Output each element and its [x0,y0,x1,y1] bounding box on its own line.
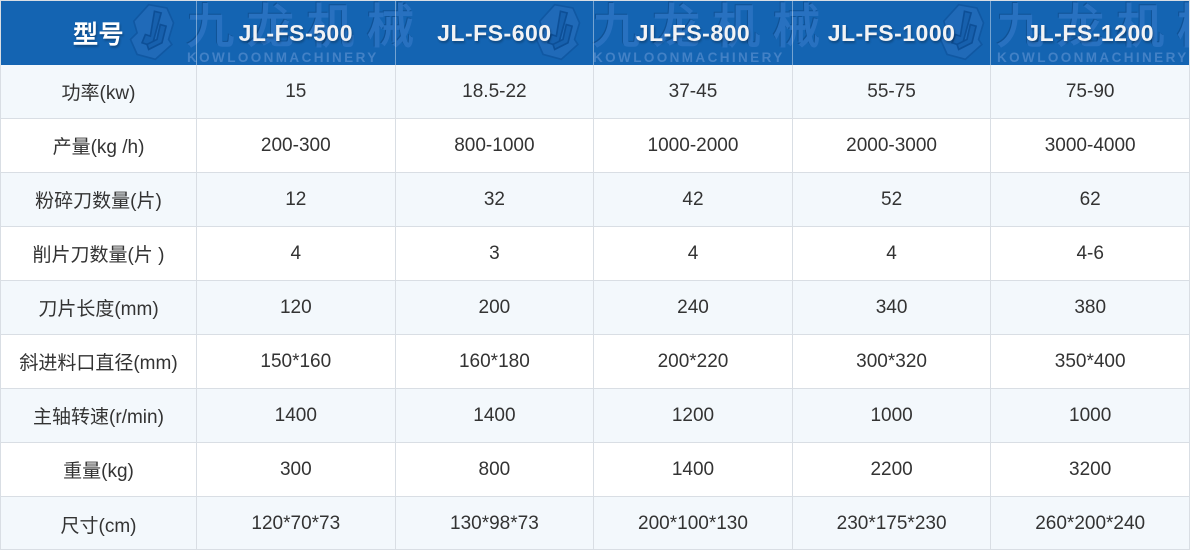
row-label-cell: 主轴转速(r/min) [1,389,197,442]
value-cell: 800 [396,443,595,496]
value-cell: 62 [1079,188,1101,210]
value-cell: 32 [396,173,595,226]
header-cell-model-label: 型号 [1,1,197,65]
header-cell-model-3: JL-FS-800 [594,1,793,65]
header-cell-text: JL-FS-1200 [1026,19,1155,46]
value-cell: 1400 [197,389,396,442]
value-cell: 160*180 [396,335,595,388]
value-cell: 52 [793,173,992,226]
value-cell: 1000-2000 [594,119,793,172]
table-row: 产量(kg /h) 200-300 800-1000 1000-2000 2000-30… [1,119,1189,173]
table-header-row: 九龙机械 KOWLOONMACHINERY 九龙机械 KOWLOONMACHINERY… [1,1,1189,65]
table-body: 功率(kw) 15 18.5-22 37-45 55-75 75-90 产量(kg /h) 2… [1,65,1189,549]
header-cell-text: JL-FS-500 [238,19,354,46]
table-row: 削片刀数量(片 ) 4 3 4 4 4-6 [1,227,1189,281]
value-cell: 4 [594,227,793,280]
table-row: 粉碎刀数量(片) 12 32 42 52 62 [1,173,1189,227]
header-cell-text: JL-FS-600 [437,19,552,46]
value-cell: 1200 [594,389,793,442]
header-cell-model-1: JL-FS-500 [197,1,396,65]
row-label-cell: 斜进料口直径(mm) [1,335,197,388]
value-cell: 42 [594,173,793,226]
value-cell: 130*98*73 [396,497,595,549]
value-cell: 3 [396,227,595,280]
value-cell: 260*200*240 [1035,513,1146,534]
value-cell: 3000-4000 [1044,134,1136,156]
value-cell: 150*160 [197,335,396,388]
value-cell: 340 [793,281,992,334]
header-cell-model-2: JL-FS-600 [396,1,595,65]
value-cell: 200-300 [197,119,396,172]
value-cell: 800-1000 [396,119,595,172]
row-label-cell: 尺寸(cm) [1,497,197,549]
table-row: 刀片长度(mm) 120 200 240 340 380 [1,281,1189,335]
value-cell: 380 [1074,296,1107,318]
row-label-cell: 产量(kg /h) [1,119,197,172]
row-label-cell: 重量(kg) [1,443,197,496]
value-cell: 230*175*230 [793,497,992,549]
value-cell: 1400 [594,443,793,496]
value-cell: 18.5-22 [396,65,595,118]
value-cell: 37-45 [594,65,793,118]
value-cell: 200*100*130 [594,497,793,549]
value-cell: 200 [396,281,595,334]
table-row: 斜进料口直径(mm) 150*160 160*180 200*220 300*320 35… [1,335,1189,389]
row-label-cell: 刀片长度(mm) [1,281,197,334]
value-cell: 350*400 [1054,350,1126,372]
value-cell: 15 [197,65,396,118]
table-row: 主轴转速(r/min) 1400 1400 1200 1000 1000 [1,389,1189,443]
value-cell: 3200 [1069,458,1112,480]
row-label-cell: 削片刀数量(片 ) [1,227,197,280]
value-cell: 4 [197,227,396,280]
header-cell-model-5: JL-FS-1200 [991,1,1189,65]
table-row: 尺寸(cm) 120*70*73 130*98*73 200*100*130 230*1… [1,497,1189,549]
value-cell: 1400 [396,389,595,442]
value-cell: 240 [594,281,793,334]
value-cell: 1000 [1069,404,1112,426]
header-cell-model-4: JL-FS-1000 [793,1,992,65]
table-row: 重量(kg) 300 800 1400 2200 3200 [1,443,1189,497]
value-cell: 2200 [793,443,992,496]
value-cell: 120 [197,281,396,334]
header-cell-text: JL-FS-800 [635,19,751,46]
value-cell: 200*220 [594,335,793,388]
value-cell: 120*70*73 [197,497,396,549]
value-cell: 300 [197,443,396,496]
value-cell: 12 [197,173,396,226]
value-cell: 75-90 [1065,80,1115,102]
value-cell: 2000-3000 [793,119,992,172]
value-cell: 300*320 [793,335,992,388]
row-label-cell: 粉碎刀数量(片) [1,173,197,226]
value-cell: 4-6 [1076,242,1104,264]
value-cell: 1000 [793,389,992,442]
header-cell-text: 型号 [72,21,124,49]
row-label-cell: 功率(kw) [1,65,197,118]
table-row: 功率(kw) 15 18.5-22 37-45 55-75 75-90 [1,65,1189,119]
header-cell-text: JL-FS-1000 [827,19,956,46]
value-cell: 55-75 [793,65,992,118]
value-cell: 4 [793,227,992,280]
